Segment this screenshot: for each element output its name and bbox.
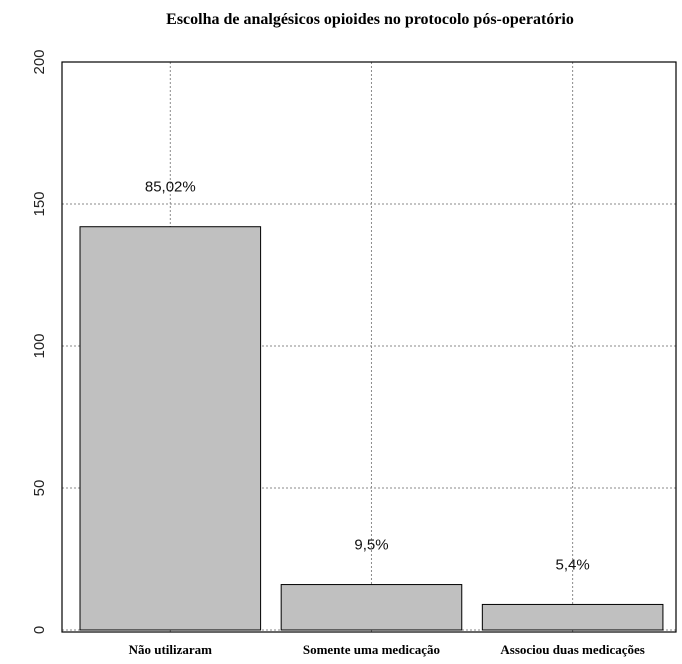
y-tick-label: 0 <box>31 626 48 634</box>
bars <box>79 226 664 631</box>
data-label-2: 9,5% <box>354 537 388 554</box>
plot-frame <box>61 61 677 633</box>
y-tick-label: 100 <box>31 333 48 358</box>
category-label-1: Não utilizaram <box>129 642 213 657</box>
data-label-3: 5,4% <box>556 556 590 573</box>
x-axis-categories: Não utilizaram Somente uma medicação Assoc… <box>129 642 645 657</box>
category-label-2: Somente uma medicação <box>303 642 440 657</box>
y-tick-label: 200 <box>31 49 48 74</box>
y-tick-label: 50 <box>31 480 48 497</box>
bar-1 <box>79 226 262 631</box>
y-axis-ticks: 0 50 100 150 200 <box>31 49 48 634</box>
data-label-1: 85,02% <box>145 179 196 196</box>
bar-2 <box>280 584 463 631</box>
chart-title: Escolha de analgésicos opioides no proto… <box>166 11 574 28</box>
data-labels: 85,02% 9,5% 5,4% <box>145 179 590 574</box>
y-tick-label: 150 <box>31 191 48 216</box>
bar-3 <box>481 603 664 631</box>
category-label-3: Associou duas medicações <box>500 642 644 657</box>
